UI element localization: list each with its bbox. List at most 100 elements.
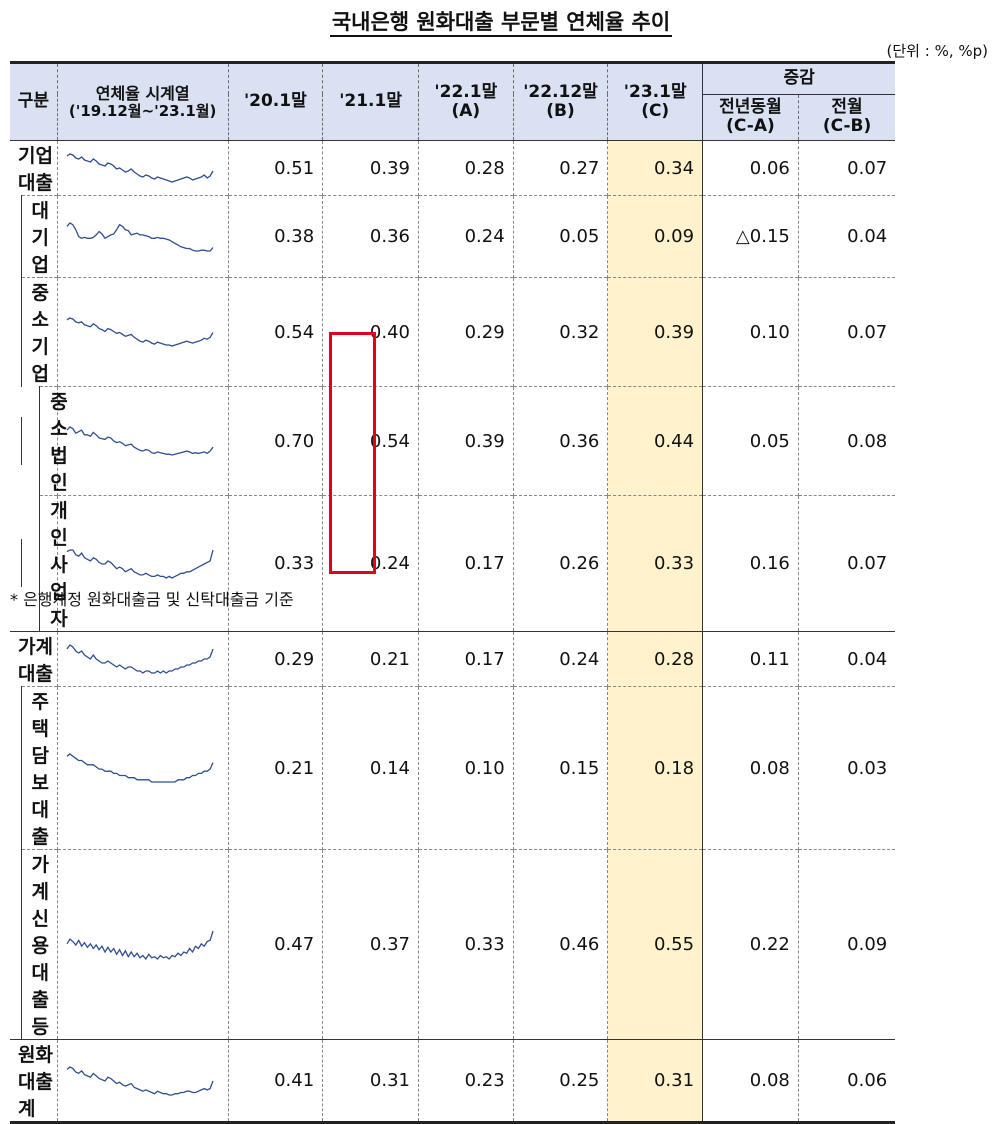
cell-mom: 0.04 <box>797 631 896 687</box>
row-label: 기업대출 <box>10 140 58 196</box>
sparkline-line <box>66 317 214 347</box>
row-label: 대기업 <box>20 195 58 278</box>
row-label-text: 가계대출 <box>18 636 53 685</box>
cell-mom: 0.07 <box>797 140 896 196</box>
cell-v2201: 0.23 <box>417 1039 514 1124</box>
cell-v2101: 0.36 <box>322 195 419 278</box>
sparkline <box>66 426 214 456</box>
row-label: 중소기업 <box>20 277 58 387</box>
row-label-text: 중소기업 <box>31 282 49 385</box>
row-label-text: 주택담보대출 <box>31 691 49 848</box>
unit-label: (단위 : %, %p) <box>886 42 988 60</box>
cell-mom: 0.09 <box>797 849 896 1040</box>
table-row: 가계신용대출등 0.47 0.37 0.33 0.46 0.55 0.22 0.09 <box>10 849 990 1040</box>
cell-v2001: 0.29 <box>227 631 323 687</box>
cell-mom: 0.08 <box>797 386 896 496</box>
row-label-text: 가계신용대출등 <box>31 854 49 1038</box>
cell-v2001: 0.51 <box>227 140 323 196</box>
cell-v2001: 0.41 <box>227 1039 323 1124</box>
sparkline-cell <box>56 495 228 632</box>
cell-v2212: 0.25 <box>512 1039 608 1124</box>
sparkline-cell <box>56 686 228 850</box>
sparkline <box>66 548 214 579</box>
cell-yoy: 0.08 <box>702 1039 799 1124</box>
table-row: 중소법인 0.70 0.54 0.39 0.36 0.44 0.05 0.08 <box>10 386 990 496</box>
cell-v2201: 0.33 <box>417 849 514 1040</box>
table-row: 원화대출계 0.41 0.31 0.23 0.25 0.31 0.08 0.06 <box>10 1039 990 1124</box>
cell-v2201: 0.28 <box>417 140 514 196</box>
cell-v2101: 0.24 <box>322 495 419 632</box>
sparkline-cell <box>56 631 228 687</box>
cell-v2101: 0.31 <box>322 1039 419 1124</box>
cell-mom: 0.06 <box>797 1039 896 1124</box>
header-2001: '20.1말 <box>227 61 323 141</box>
header-sparkline: 연체율 시계열 ('19.12월~'23.1월) <box>56 61 228 141</box>
cell-yoy: 0.10 <box>702 277 799 387</box>
cell-v2212: 0.36 <box>512 386 608 496</box>
sparkline-line <box>66 644 214 674</box>
cell-v2101: 0.37 <box>322 849 419 1040</box>
cell-v2101: 0.54 <box>322 386 419 496</box>
cell-v2301: 0.18 <box>607 686 703 850</box>
sparkline-line <box>66 930 214 960</box>
cell-v2301: 0.33 <box>607 495 703 632</box>
cell-mom: 0.04 <box>797 195 896 278</box>
table-row: 기업대출 0.51 0.39 0.28 0.27 0.34 0.06 0.07 <box>10 140 990 196</box>
sparkline-cell <box>56 1039 228 1124</box>
sparkline-line <box>66 548 214 579</box>
cell-v2101: 0.40 <box>322 277 419 387</box>
cell-v2201: 0.39 <box>417 386 514 496</box>
cell-v2301: 0.44 <box>607 386 703 496</box>
row-label: 주택담보대출 <box>20 686 58 850</box>
cell-v2001: 0.38 <box>227 195 323 278</box>
header-2212: '22.12말 (B) <box>512 61 608 141</box>
cell-v2301: 0.28 <box>607 631 703 687</box>
cell-yoy: 0.08 <box>702 686 799 850</box>
cell-mom: 0.03 <box>797 686 896 850</box>
cell-yoy: 0.05 <box>702 386 799 496</box>
row-label: 개인사업자 <box>39 495 68 632</box>
sparkline-cell <box>56 277 228 387</box>
cell-v2201: 0.29 <box>417 277 514 387</box>
sparkline-line <box>66 1065 214 1096</box>
cell-v2212: 0.15 <box>512 686 608 850</box>
row-label: 중소법인 <box>39 386 68 496</box>
row-label-text: 원화대출계 <box>18 1044 53 1120</box>
cell-yoy: 0.16 <box>702 495 799 632</box>
cell-v2101: 0.21 <box>322 631 419 687</box>
sparkline-line <box>66 221 214 252</box>
cell-v2212: 0.27 <box>512 140 608 196</box>
sparkline-line <box>66 426 214 456</box>
table-row: 중소기업 0.54 0.40 0.29 0.32 0.39 0.10 0.07 <box>10 277 990 387</box>
cell-mom: 0.07 <box>797 277 896 387</box>
footnote: * 은행계정 원화대출금 및 신탁대출금 기준 <box>10 590 294 609</box>
cell-v2301: 0.31 <box>607 1039 703 1124</box>
cell-v2301: 0.39 <box>607 277 703 387</box>
sparkline <box>66 153 214 183</box>
header-change: 증감 <box>702 61 896 95</box>
cell-v2212: 0.32 <box>512 277 608 387</box>
sparkline-cell <box>56 140 228 196</box>
cell-v2201: 0.10 <box>417 686 514 850</box>
cell-v2001: 0.47 <box>227 849 323 1040</box>
sparkline-line <box>66 753 214 783</box>
cell-v2001: 0.54 <box>227 277 323 387</box>
cell-v2212: 0.24 <box>512 631 608 687</box>
cell-yoy: 0.06 <box>702 140 799 196</box>
cell-v2001: 0.21 <box>227 686 323 850</box>
sparkline-line <box>66 153 214 183</box>
row-label: 원화대출계 <box>10 1039 58 1124</box>
cell-v2301: 0.34 <box>607 140 703 196</box>
cell-yoy: 0.11 <box>702 631 799 687</box>
row-label-text: 대기업 <box>31 200 49 276</box>
sparkline <box>66 753 214 783</box>
cell-v2201: 0.17 <box>417 495 514 632</box>
table-row: 대기업 0.38 0.36 0.24 0.05 0.09 △0.15 0.04 <box>10 195 990 278</box>
cell-v2101: 0.39 <box>322 140 419 196</box>
header-2101: '21.1말 <box>322 61 419 141</box>
cell-mom: 0.07 <box>797 495 896 632</box>
header-2301: '23.1말 (C) <box>607 61 703 141</box>
cell-v2301: 0.09 <box>607 195 703 278</box>
table-row: 개인사업자 0.33 0.24 0.17 0.26 0.33 0.16 0.07 <box>10 495 990 632</box>
cell-v2212: 0.46 <box>512 849 608 1040</box>
